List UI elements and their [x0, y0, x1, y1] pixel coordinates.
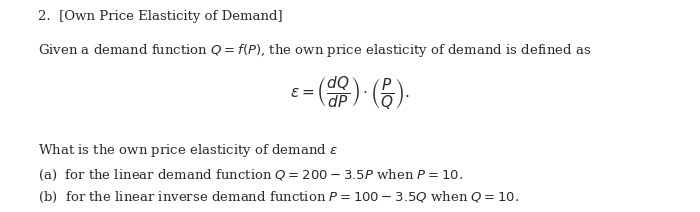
- Text: (b)  for the linear inverse demand function $P = 100 - 3.5Q$ when $Q = 10$.: (b) for the linear inverse demand functi…: [38, 190, 520, 205]
- Text: What is the own price elasticity of demand $\varepsilon$: What is the own price elasticity of dema…: [38, 142, 339, 159]
- Text: 2.  [Own Price Elasticity of Demand]: 2. [Own Price Elasticity of Demand]: [38, 10, 283, 22]
- Text: Given a demand function $Q = f(P)$, the own price elasticity of demand is define: Given a demand function $Q = f(P)$, the …: [38, 42, 592, 59]
- Text: $\varepsilon = \left(\dfrac{dQ}{dP}\right) \cdot \left(\dfrac{P}{Q}\right).$: $\varepsilon = \left(\dfrac{dQ}{dP}\righ…: [290, 74, 410, 111]
- Text: (a)  for the linear demand function $Q = 200 - 3.5P$ when $P = 10$.: (a) for the linear demand function $Q = …: [38, 167, 463, 183]
